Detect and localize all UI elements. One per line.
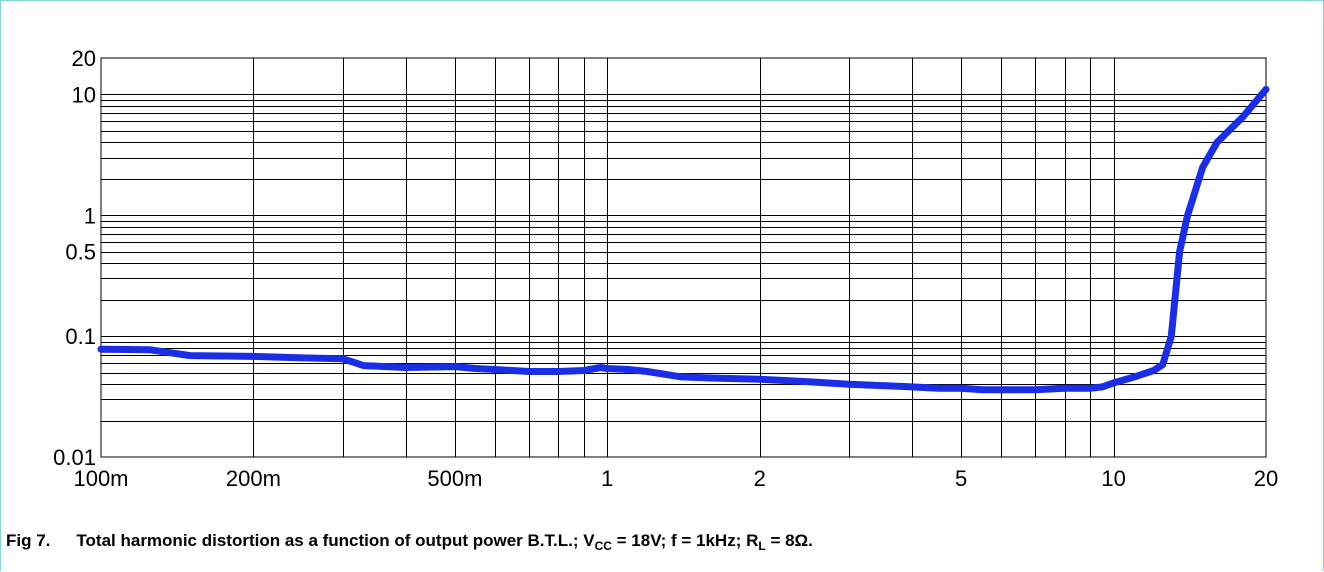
caption-text: Total harmonic distortion as a function … [76,531,813,553]
x-tick-label: 20 [1254,466,1278,491]
caption-segment: = 18V; f = 1kHz; R [611,531,759,550]
y-tick-label: 0.1 [65,324,96,349]
x-tick-label: 1 [601,466,613,491]
x-tick-label: 5 [955,466,967,491]
grid [101,58,1266,457]
thd-vs-power-chart: 0.01 0.1 0.5 1 10 20 100m 200m 500m 1 2 5 10 20 [53,46,1278,491]
y-tick-label: 10 [72,82,96,107]
plot-border [100,57,1267,458]
series-line [97,85,1270,394]
x-tick-label: 500m [427,466,482,491]
x-tick-label: 200m [226,466,281,491]
figure-label: Fig 7. [6,531,51,550]
caption-segment: Total harmonic distortion as a function … [76,531,595,550]
figure-caption: Fig 7. Total harmonic distortion as a fun… [6,531,1316,553]
caption-subscript: L [758,539,766,553]
y-tick-label: 1 [84,203,96,228]
x-tick-labels: 100m 200m 500m 1 2 5 10 20 [73,466,1278,491]
caption-subscript: CC [594,539,612,553]
x-tick-label: 2 [754,466,766,491]
caption-segment: = 8Ω. [765,531,813,550]
x-tick-label: 100m [73,466,128,491]
y-tick-label: 0.5 [65,240,96,265]
x-tick-label: 10 [1101,466,1125,491]
y-tick-label: 0.01 [53,445,96,470]
y-tick-label: 20 [72,46,96,71]
y-tick-labels: 0.01 0.1 0.5 1 10 20 [53,46,96,470]
